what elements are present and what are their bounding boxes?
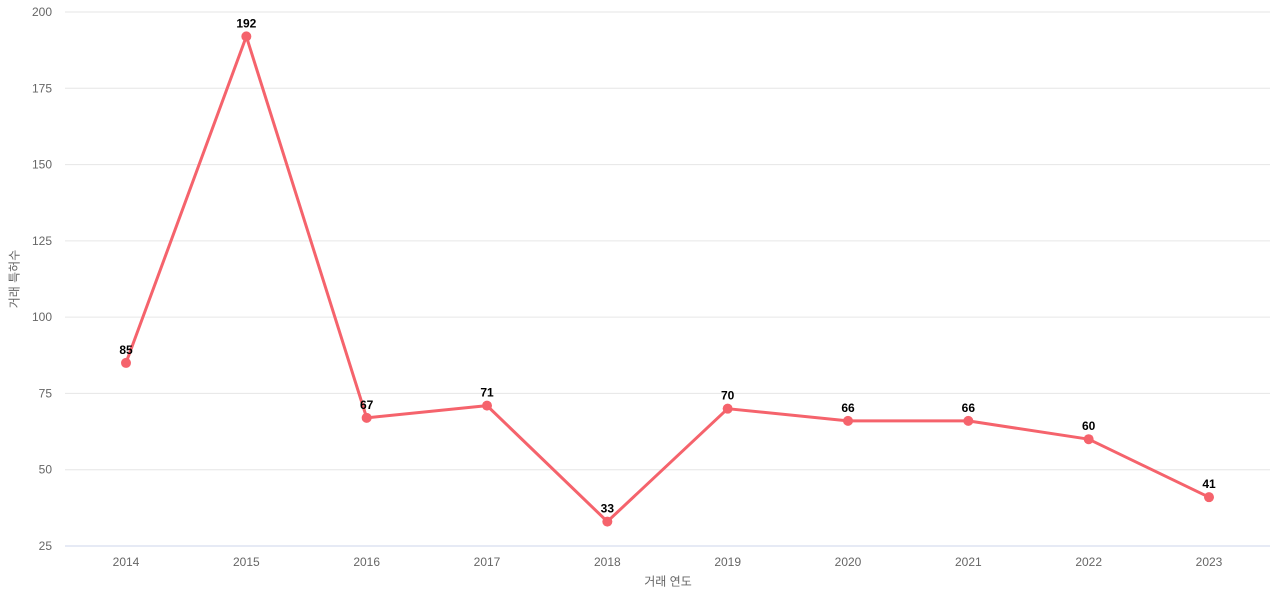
data-point[interactable]: [1083, 434, 1094, 445]
y-tick-label: 175: [32, 81, 52, 95]
data-point[interactable]: [361, 412, 372, 423]
y-tick-label: 100: [32, 310, 52, 324]
x-tick-label: 2016: [353, 555, 380, 569]
data-point-label: 66: [841, 401, 855, 415]
data-point-label: 33: [601, 502, 615, 516]
data-point[interactable]: [482, 400, 492, 411]
x-tick-label: 2014: [113, 555, 140, 569]
x-axis-title: 거래 연도: [644, 574, 692, 589]
x-tick-label: 2023: [1196, 555, 1223, 569]
data-point[interactable]: [1204, 492, 1214, 503]
data-point-label: 70: [721, 389, 735, 403]
data-point[interactable]: [843, 415, 853, 426]
y-tick-label: 50: [39, 463, 53, 477]
data-point[interactable]: [722, 403, 733, 414]
data-point-label: 60: [1082, 419, 1096, 433]
data-point[interactable]: [602, 516, 613, 527]
x-tick-label: 2022: [1075, 555, 1102, 569]
data-point-label: 66: [962, 401, 976, 415]
x-tick-label: 2015: [233, 555, 260, 569]
y-tick-label: 150: [32, 158, 52, 172]
data-point-label: 192: [236, 16, 256, 30]
data-point-label: 71: [480, 386, 494, 400]
data-point-label: 41: [1202, 477, 1216, 491]
x-tick-label: 2018: [594, 555, 621, 569]
y-tick-label: 25: [39, 539, 53, 553]
data-point-label: 85: [119, 343, 133, 357]
y-tick-label: 75: [39, 386, 53, 400]
x-tick-label: 2019: [714, 555, 741, 569]
y-axis-title: 거래 특허수: [7, 249, 22, 309]
data-point[interactable]: [963, 415, 974, 426]
x-tick-label: 2017: [474, 555, 501, 569]
x-tick-label: 2021: [955, 555, 982, 569]
data-point-label: 67: [360, 398, 374, 412]
x-tick-label: 2020: [835, 555, 862, 569]
y-tick-label: 125: [32, 234, 52, 248]
data-point[interactable]: [121, 357, 131, 368]
y-tick-label: 200: [32, 5, 52, 19]
data-point[interactable]: [241, 31, 252, 42]
data-line: [124, 34, 1211, 524]
